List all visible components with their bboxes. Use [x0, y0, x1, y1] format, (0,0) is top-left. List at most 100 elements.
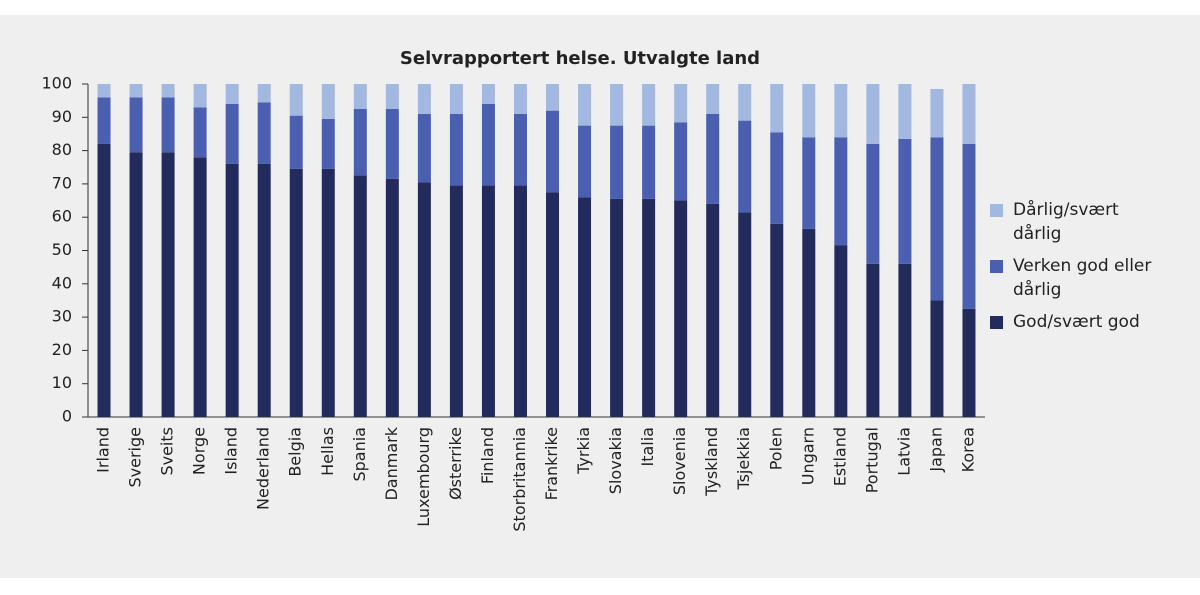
- bar-segment: [97, 84, 111, 98]
- bar-segment: [610, 198, 624, 417]
- bar-segment: [161, 97, 175, 153]
- bar-segment: [674, 122, 688, 201]
- bar-segment: [706, 203, 720, 417]
- legend: Dårlig/svært dårlig Verken god eller dårl…: [990, 198, 1190, 342]
- legend-label: Verken god eller dårlig: [1013, 256, 1152, 300]
- bar-segment: [738, 212, 752, 417]
- bar-segment: [385, 108, 399, 179]
- bar-segment: [449, 113, 463, 186]
- x-tick-label: Latvia: [894, 427, 913, 476]
- bar-segment: [834, 137, 848, 246]
- bar-segment: [930, 88, 944, 138]
- bar-segment: [738, 84, 752, 121]
- x-tick-label: Portugal: [862, 427, 881, 493]
- y-tick-label: 40: [52, 273, 72, 292]
- bar-segment: [257, 163, 271, 417]
- bar-segment: [898, 138, 912, 264]
- bar-segment: [642, 125, 656, 199]
- bar-segment: [513, 84, 527, 114]
- y-tick-label: 60: [52, 207, 72, 226]
- bar-segment: [642, 198, 656, 417]
- bar-segment: [962, 143, 976, 309]
- bar-segment: [674, 84, 688, 123]
- x-tick-label: Slovenia: [670, 427, 689, 495]
- bar-segment: [225, 103, 239, 164]
- bar-segment: [898, 84, 912, 139]
- bar-segment: [770, 84, 784, 133]
- y-tick-label: 10: [52, 373, 72, 392]
- x-tick-label: Sveits: [158, 427, 177, 476]
- bar-segment: [385, 84, 399, 109]
- legend-item: Verken god eller dårlig: [990, 254, 1190, 302]
- bar-segment: [706, 84, 720, 114]
- x-tick-label: Slovakia: [606, 427, 625, 494]
- x-tick-label: Korea: [958, 427, 977, 472]
- x-tick-label: Spania: [350, 427, 369, 482]
- x-tick-label: Østerrike: [446, 427, 465, 500]
- bar-segment: [417, 113, 431, 183]
- bar-segment: [866, 143, 880, 264]
- bar-segment: [321, 118, 335, 169]
- bar-segment: [161, 84, 175, 98]
- bar-segment: [674, 200, 688, 417]
- bar-segment: [449, 185, 463, 417]
- x-tick-label: Finland: [478, 427, 497, 484]
- bar-segment: [770, 223, 784, 417]
- bar-segment: [706, 113, 720, 204]
- bar-segment: [321, 168, 335, 417]
- bar-segment: [129, 84, 143, 98]
- bar-segment: [385, 178, 399, 417]
- bar-segment: [802, 84, 816, 138]
- bar-segment: [161, 152, 175, 417]
- bar-segment: [610, 84, 624, 126]
- bar-segment: [481, 185, 495, 417]
- bar-segment: [193, 107, 207, 158]
- bar-segment: [546, 192, 560, 417]
- bar-segment: [225, 163, 239, 417]
- bar-segment: [481, 84, 495, 104]
- bar-segment: [898, 263, 912, 417]
- bar-segment: [449, 84, 463, 114]
- bar-segment: [353, 84, 367, 109]
- legend-label: Dårlig/svært dårlig: [1013, 200, 1119, 244]
- bar-segment: [257, 84, 271, 103]
- x-tick-label: Tyskland: [702, 427, 721, 497]
- bar-segment: [578, 84, 592, 126]
- y-tick-label: 30: [52, 307, 72, 326]
- x-tick-label: Estland: [830, 427, 849, 486]
- y-tick-label: 20: [52, 340, 72, 359]
- bar-segment: [546, 110, 560, 193]
- x-tick-label: Island: [222, 427, 241, 475]
- legend-label: God/svært god: [1013, 312, 1140, 332]
- x-tick-label: Danmark: [382, 426, 401, 500]
- x-tick-label: Nederland: [254, 427, 273, 510]
- x-tick-label: Polen: [766, 427, 785, 470]
- legend-item: Dårlig/svært dårlig: [990, 198, 1190, 246]
- bar-segment: [546, 84, 560, 111]
- bar-segment: [802, 228, 816, 417]
- x-tick-label: Tyrkia: [574, 427, 593, 475]
- x-tick-label: Irland: [94, 427, 113, 473]
- bar-segment: [578, 197, 592, 417]
- x-tick-label: Japan: [926, 427, 945, 473]
- bar-segment: [97, 143, 111, 417]
- legend-swatch: [990, 204, 1003, 217]
- bar-segment: [289, 84, 303, 116]
- bar-segment: [834, 84, 848, 138]
- bar-segment: [129, 97, 143, 153]
- bar-segment: [289, 115, 303, 169]
- bar-segment: [513, 185, 527, 417]
- bar-segment: [193, 157, 207, 417]
- y-tick-label: 50: [52, 240, 72, 259]
- bar-segment: [802, 137, 816, 229]
- legend-swatch: [990, 316, 1003, 329]
- bar-segment: [866, 263, 880, 417]
- bar-segment: [193, 84, 207, 108]
- chart-title: Selvrapportert helse. Utvalgte land: [400, 48, 760, 69]
- x-tick-label: Ungarn: [798, 427, 817, 485]
- x-tick-label: Hellas: [318, 427, 337, 476]
- legend-item: God/svært god: [990, 310, 1190, 334]
- bar-segment: [225, 84, 239, 104]
